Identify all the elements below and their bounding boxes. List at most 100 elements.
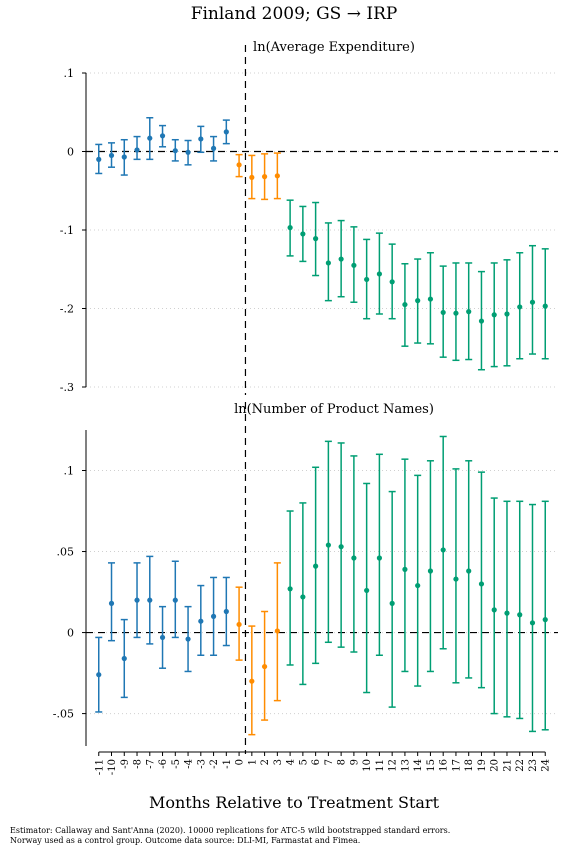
p2-point-11 — [376, 555, 383, 561]
p1-point-9 — [351, 262, 357, 268]
p1-point-6 — [313, 236, 319, 242]
p1-point-19 — [478, 318, 485, 324]
p2-point-6 — [313, 563, 319, 569]
p1-point-3 — [274, 173, 280, 179]
p1-point-16 — [440, 309, 446, 316]
x-tick-label--11: -11 — [94, 759, 105, 775]
panel-2-subtitle: ln(Number of Product Names) — [234, 402, 434, 417]
p2-point-22 — [517, 612, 523, 618]
p2-point--4 — [185, 636, 191, 642]
x-tick-label-4: 4 — [286, 759, 297, 765]
x-tick-label-19: 19 — [477, 759, 488, 772]
p1-point-22 — [517, 304, 523, 310]
x-tick-label--10: -10 — [107, 759, 118, 775]
p1-point--1 — [223, 129, 229, 135]
p2-point--2 — [210, 613, 217, 619]
p2-point--10 — [108, 600, 115, 606]
p2-point-23 — [529, 620, 536, 626]
p1-point-23 — [529, 299, 536, 305]
x-tick-label--8: -8 — [133, 759, 144, 769]
p1-point--8 — [134, 147, 140, 153]
p2-point-9 — [351, 555, 357, 561]
p2-point--8 — [134, 597, 140, 603]
p1-point-21 — [504, 311, 510, 317]
p2-point--1 — [223, 608, 229, 615]
p1-point--11 — [96, 156, 102, 162]
note-line-1: Estimator: Callaway and Sant'Anna (2020)… — [10, 826, 451, 835]
event-study-figure: -.3-.2-.10.1-.050.05.1-11 -10 -9 -8 -7 -6 -5 -4… — [53, 45, 558, 775]
p1-y-tick-label-3: 0 — [67, 146, 74, 159]
x-tick-label-16: 16 — [439, 759, 450, 772]
x-tick-label-1: 1 — [247, 759, 258, 765]
panel-1-subtitle: ln(Average Expenditure) — [253, 40, 415, 55]
x-tick-label-14: 14 — [413, 759, 424, 772]
p2-point-14 — [415, 582, 421, 589]
p2-point-5 — [300, 594, 306, 600]
p2-point--3 — [198, 618, 204, 624]
p2-point-12 — [389, 600, 395, 606]
p1-point--5 — [172, 148, 178, 154]
p2-point-7 — [325, 542, 331, 548]
note-line-2: Norway used as a control group. Outcome … — [10, 836, 361, 845]
p1-y-tick-label-4: .1 — [64, 67, 75, 80]
p2-y-tick-label-3: .1 — [64, 465, 75, 478]
x-tick-label-13: 13 — [400, 759, 411, 772]
p2-point--7 — [147, 597, 153, 603]
p1-point--9 — [121, 154, 127, 160]
p1-point-17 — [453, 310, 459, 316]
p1-point--3 — [198, 136, 204, 142]
x-tick-label-11: 11 — [375, 759, 386, 772]
p1-point-11 — [376, 271, 383, 277]
x-tick-label--4: -4 — [184, 759, 195, 769]
p2-point-13 — [402, 566, 408, 572]
p1-y-tick-label-0: -.3 — [60, 381, 74, 394]
x-tick-label-20: 20 — [490, 759, 501, 772]
p1-point-20 — [491, 312, 497, 318]
p1-point-14 — [415, 298, 421, 304]
x-axis-title: Months Relative to Treatment Start — [148, 793, 440, 812]
p2-point--6 — [159, 634, 166, 641]
p2-y-tick-label-0: -.05 — [53, 708, 74, 721]
x-tick-label-8: 8 — [337, 759, 348, 765]
p2-point--9 — [121, 655, 127, 662]
p2-point-4 — [287, 586, 293, 592]
x-tick-label-18: 18 — [464, 759, 475, 772]
p1-point-2 — [261, 174, 268, 180]
x-tick-label-3: 3 — [273, 759, 284, 765]
p1-point--2 — [210, 145, 217, 151]
figure-notes: Estimator: Callaway and Sant'Anna (2020)… — [10, 826, 450, 846]
x-tick-label--2: -2 — [209, 759, 220, 769]
p2-point-3 — [274, 628, 280, 634]
p1-y-tick-label-2: -.1 — [60, 224, 74, 237]
x-tick-label-12: 12 — [388, 759, 399, 772]
p1-point-12 — [389, 279, 395, 285]
x-tick-label--6: -6 — [158, 759, 169, 769]
p2-point-10 — [364, 587, 370, 594]
x-tick-label--5: -5 — [171, 759, 182, 769]
p1-point-8 — [338, 256, 344, 262]
chart-title: Finland 2009; GS → IRP — [190, 4, 398, 24]
x-tick-label-6: 6 — [311, 759, 322, 765]
p1-y-tick-label-1: -.2 — [60, 303, 74, 316]
x-tick-label-21: 21 — [502, 759, 513, 772]
x-tick-label--3: -3 — [196, 759, 207, 769]
p2-point-8 — [338, 544, 344, 550]
p1-point--10 — [108, 152, 115, 159]
p2-point-21 — [504, 610, 510, 616]
p2-point--5 — [172, 597, 178, 603]
p1-point-13 — [402, 301, 408, 308]
x-tick-label-24: 24 — [541, 759, 552, 772]
p1-point-24 — [542, 303, 548, 309]
p2-point-19 — [478, 581, 485, 587]
p1-point-7 — [325, 260, 331, 266]
p1-point-18 — [466, 309, 472, 315]
x-tick-label-9: 9 — [349, 759, 360, 765]
p2-point-15 — [427, 568, 434, 574]
p2-point-2 — [261, 663, 268, 670]
x-tick-label-0: 0 — [235, 759, 246, 765]
p2-y-tick-label-1: 0 — [67, 627, 74, 640]
x-tick-label-23: 23 — [528, 759, 539, 772]
x-tick-label-22: 22 — [515, 759, 526, 772]
p2-point-18 — [466, 568, 472, 574]
p1-point-15 — [427, 296, 434, 302]
